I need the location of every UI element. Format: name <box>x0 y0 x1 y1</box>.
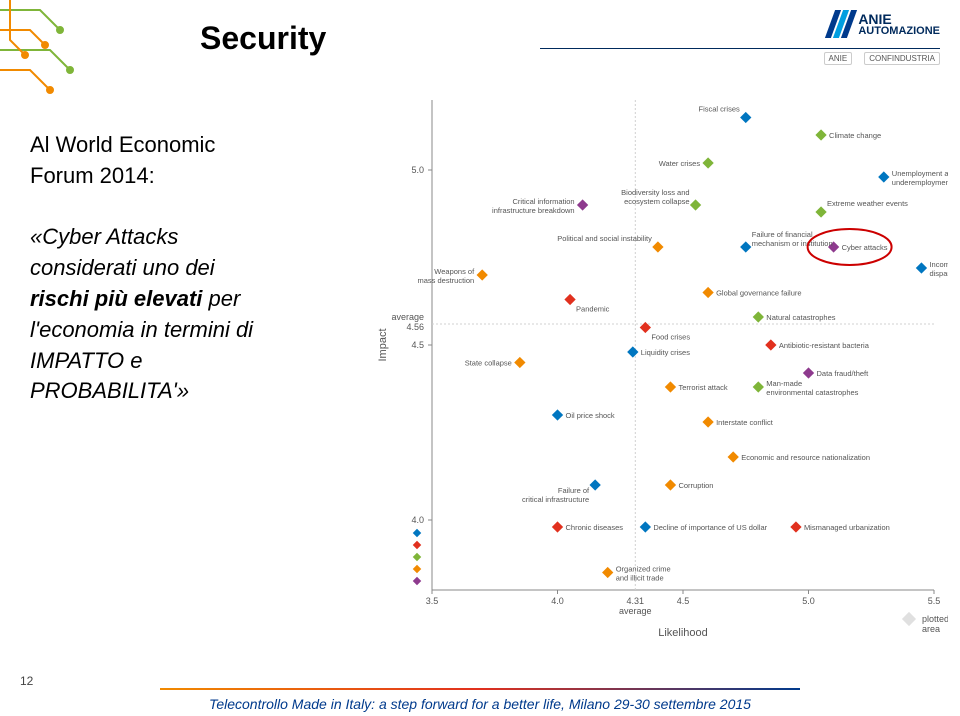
svg-text:Failure of financial: Failure of financial <box>752 230 813 239</box>
svg-text:Liquidity crises: Liquidity crises <box>641 348 690 357</box>
svg-text:Organized crime: Organized crime <box>616 565 671 574</box>
svg-text:Income: Income <box>929 260 948 269</box>
svg-text:underemployment: underemployment <box>892 178 948 187</box>
svg-text:Chronic diseases: Chronic diseases <box>566 523 624 532</box>
svg-text:Oil price shock: Oil price shock <box>566 411 615 420</box>
italic-block: «Cyber Attacks considerati uno dei risch… <box>30 222 350 407</box>
svg-text:Political and social instabili: Political and social instability <box>557 234 652 243</box>
svg-text:ecosystem collapse: ecosystem collapse <box>624 197 689 206</box>
scatter-chart: 4.04.55.0average4.56Impact3.54.04.55.05.… <box>372 90 948 650</box>
svg-text:4.31: 4.31 <box>627 596 645 606</box>
txt-l6: per <box>202 286 240 311</box>
svg-text:Climate change: Climate change <box>829 131 881 140</box>
anie-logo: ANIE AUTOMAZIONE <box>830 10 940 38</box>
svg-text:infrastructure breakdown: infrastructure breakdown <box>492 206 575 215</box>
svg-text:5.0: 5.0 <box>411 165 424 175</box>
svg-text:Data fraud/theft: Data fraud/theft <box>817 369 870 378</box>
svg-text:Failure of: Failure of <box>558 486 590 495</box>
logo-block: ANIE AUTOMAZIONE <box>830 10 940 38</box>
circuit-decoration <box>0 0 150 120</box>
svg-text:Mismanaged urbanization: Mismanaged urbanization <box>804 523 890 532</box>
svg-text:Interstate conflict: Interstate conflict <box>716 418 774 427</box>
footer-underline <box>160 688 800 690</box>
logo-bottom: AUTOMAZIONE <box>858 26 940 37</box>
svg-text:disparity: disparity <box>929 269 948 278</box>
slide-title: Security <box>200 20 326 57</box>
footer-text: Telecontrollo Made in Italy: a step forw… <box>0 696 960 712</box>
svg-text:Man-made: Man-made <box>766 379 802 388</box>
sublogo-confindustria: CONFINDUSTRIA <box>864 52 940 65</box>
sublogo-anie: ANIE <box>824 52 853 65</box>
logo-top: ANIE <box>858 12 940 26</box>
slide: Security ANIE AUTOMAZIONE ANIE CONFINDUS… <box>0 0 960 716</box>
svg-text:Terrorist attack: Terrorist attack <box>678 383 727 392</box>
svg-text:4.5: 4.5 <box>677 596 690 606</box>
txt-l8: IMPATTO e <box>30 348 142 373</box>
svg-text:4.0: 4.0 <box>551 596 564 606</box>
svg-text:5.0: 5.0 <box>802 596 815 606</box>
svg-text:State collapse: State collapse <box>465 359 512 368</box>
svg-text:4.0: 4.0 <box>411 515 424 525</box>
sublogos: ANIE CONFINDUSTRIA <box>824 52 940 65</box>
txt-l1: Al World Economic <box>30 130 350 161</box>
svg-text:mechanism or institution: mechanism or institution <box>752 239 833 248</box>
svg-text:average: average <box>391 312 424 322</box>
txt-l4: considerati uno dei <box>30 255 215 280</box>
logo-divider <box>540 48 940 49</box>
logo-text: ANIE AUTOMAZIONE <box>858 12 940 37</box>
svg-text:Food crises: Food crises <box>651 333 690 342</box>
svg-text:Corruption: Corruption <box>678 481 713 490</box>
svg-text:Likelihood: Likelihood <box>658 627 708 639</box>
svg-text:mass destruction: mass destruction <box>417 276 474 285</box>
page-number: 12 <box>20 674 33 688</box>
svg-text:Fiscal crises: Fiscal crises <box>698 105 740 114</box>
txt-l3: «Cyber Attacks <box>30 224 178 249</box>
svg-text:4.56: 4.56 <box>406 322 424 332</box>
txt-l2: Forum 2014: <box>30 161 350 192</box>
svg-text:average: average <box>619 606 652 616</box>
svg-text:Impact: Impact <box>377 328 389 361</box>
logo-bars <box>830 10 852 38</box>
svg-text:and illicit trade: and illicit trade <box>616 574 664 583</box>
svg-text:area: area <box>922 624 940 634</box>
txt-l7: l'economia in termini di <box>30 317 253 342</box>
svg-text:3.5: 3.5 <box>426 596 439 606</box>
svg-text:Natural catastrophes: Natural catastrophes <box>766 313 835 322</box>
svg-text:plotted: plotted <box>922 614 948 624</box>
svg-text:Extreme weather events: Extreme weather events <box>827 199 908 208</box>
svg-text:Pandemic: Pandemic <box>576 305 610 314</box>
chart-svg: 4.04.55.0average4.56Impact3.54.04.55.05.… <box>372 90 948 650</box>
svg-text:Antibiotic-resistant bacteria: Antibiotic-resistant bacteria <box>779 341 870 350</box>
svg-text:Global governance failure: Global governance failure <box>716 289 801 298</box>
svg-text:environmental catastrophes: environmental catastrophes <box>766 388 858 397</box>
svg-text:Water crises: Water crises <box>659 159 701 168</box>
svg-text:5.5: 5.5 <box>928 596 941 606</box>
svg-text:Economic and resource national: Economic and resource nationalization <box>741 453 870 462</box>
txt-l5: rischi più elevati <box>30 286 202 311</box>
svg-text:Cyber attacks: Cyber attacks <box>842 243 888 252</box>
svg-text:critical infrastructure: critical infrastructure <box>522 495 589 504</box>
svg-text:Critical information: Critical information <box>512 197 574 206</box>
body-text: Al World Economic Forum 2014: «Cyber Att… <box>30 130 350 407</box>
svg-text:4.5: 4.5 <box>411 340 424 350</box>
svg-text:Weapons of: Weapons of <box>434 267 475 276</box>
txt-l9: PROBABILITA'» <box>30 378 189 403</box>
svg-text:Unemployment and: Unemployment and <box>892 169 948 178</box>
svg-text:Decline of importance of US do: Decline of importance of US dollar <box>653 523 767 532</box>
svg-text:Biodiversity loss and: Biodiversity loss and <box>621 188 689 197</box>
